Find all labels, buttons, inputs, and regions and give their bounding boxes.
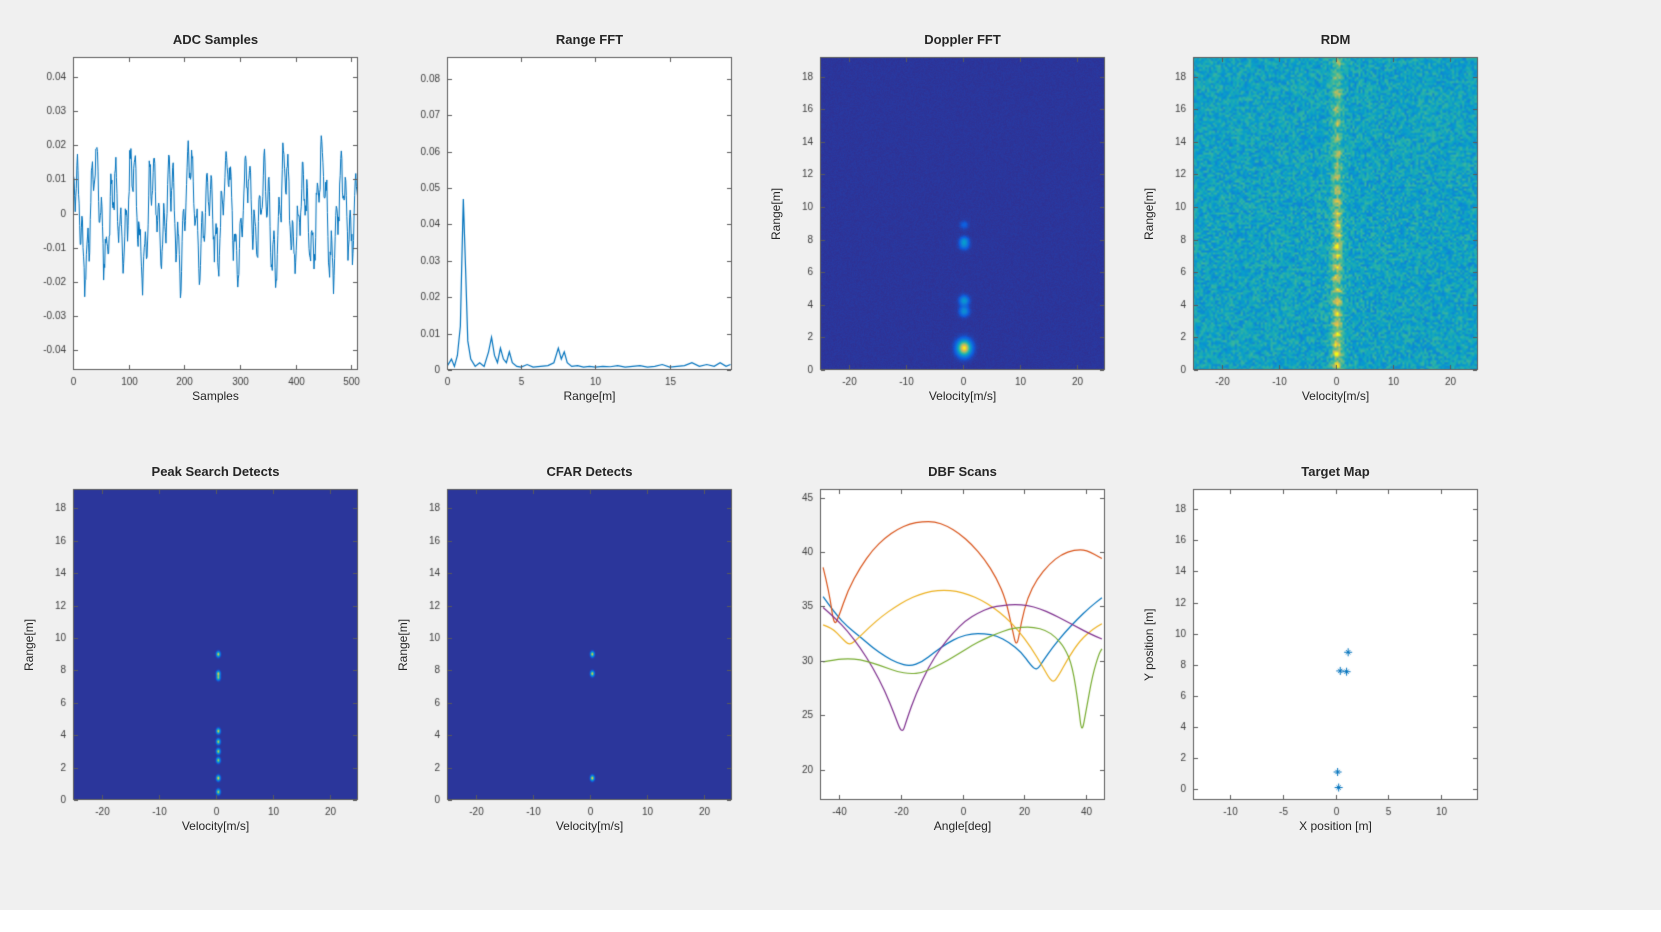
rdm-heatmap: [1138, 48, 1491, 405]
x-axis-label: Velocity[m/s]: [1301, 389, 1370, 403]
y-axis-label: Range[m]: [22, 618, 36, 671]
x-axis-label: Velocity[m/s]: [928, 389, 997, 403]
range-fft-plot: [392, 48, 745, 405]
y-axis-label: [395, 57, 411, 370]
subplot-target-map: Target Map X position [m] Y position [m]: [1138, 464, 1491, 835]
plot-title: CFAR Detects: [546, 464, 633, 479]
y-axis-label: [21, 57, 37, 370]
x-axis-label: X position [m]: [1299, 819, 1372, 833]
target-map-plot: [1138, 480, 1491, 835]
cfar-heatmap: [392, 480, 745, 835]
plot-title: RDM: [1320, 32, 1351, 47]
plot-title: ADC Samples: [172, 32, 259, 47]
doppler-fft-heatmap: [765, 48, 1118, 405]
plot-title: Doppler FFT: [924, 32, 1001, 47]
peak-search-heatmap: [18, 480, 371, 835]
y-axis-label: Range[m]: [396, 618, 410, 671]
y-axis-label: Range[m]: [769, 187, 783, 240]
subplot-doppler-fft: Doppler FFT Velocity[m/s] Range[m]: [765, 32, 1118, 405]
y-axis-label: [768, 489, 784, 800]
subplot-cfar-detects: CFAR Detects Velocity[m/s] Range[m]: [392, 464, 745, 835]
x-axis-label: Range[m]: [563, 389, 616, 403]
x-axis-label: Angle[deg]: [933, 819, 992, 833]
plot-title: Range FFT: [555, 32, 624, 47]
plot-title: Target Map: [1301, 464, 1370, 479]
bottom-strip: [0, 910, 1661, 932]
y-axis-label: Range[m]: [1142, 187, 1156, 240]
dbf-scans-plot: [765, 480, 1118, 835]
subplot-adc-samples: ADC Samples Samples: [18, 32, 371, 405]
y-axis-label: Y position [m]: [1142, 608, 1156, 681]
subplot-peak-search-detects: Peak Search Detects Velocity[m/s] Range[…: [18, 464, 371, 835]
subplot-rdm: RDM Velocity[m/s] Range[m]: [1138, 32, 1491, 405]
x-axis-label: Velocity[m/s]: [555, 819, 624, 833]
x-axis-label: Samples: [192, 389, 239, 403]
plot-title: DBF Scans: [928, 464, 997, 479]
x-axis-label: Velocity[m/s]: [181, 819, 250, 833]
subplot-dbf-scans: DBF Scans Angle[deg]: [765, 464, 1118, 835]
subplot-range-fft: Range FFT Range[m]: [392, 32, 745, 405]
adc-samples-plot: [18, 48, 371, 405]
plot-title: Peak Search Detects: [151, 464, 280, 479]
